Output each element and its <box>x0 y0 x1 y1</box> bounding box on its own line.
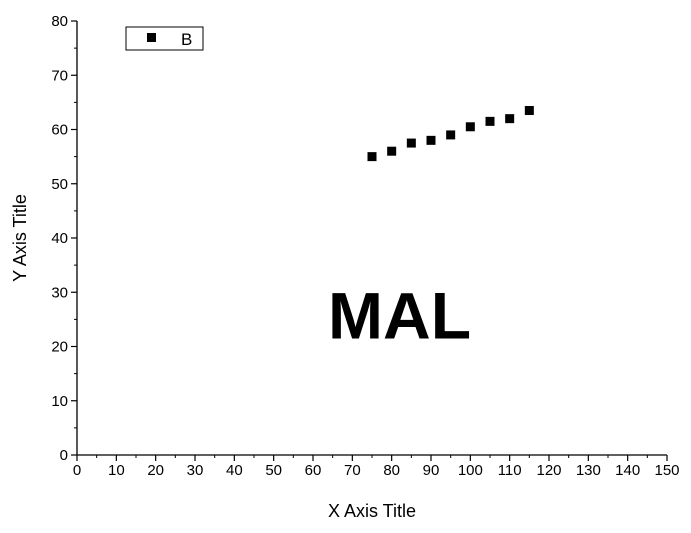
data-points <box>367 106 534 162</box>
y-tick-label: 50 <box>51 176 68 193</box>
x-ticks: 0 10 20 30 40 50 60 70 80 90 100 110 120 130 140 150 <box>73 455 680 479</box>
y-tick-label: 70 <box>51 67 68 84</box>
x-tick-label: 120 <box>536 462 561 479</box>
y-axis-title: Y Axis Title <box>10 194 30 282</box>
y-tick-label: 20 <box>51 339 68 356</box>
y-tick-label: 80 <box>51 13 68 30</box>
x-tick-label: 0 <box>73 462 81 479</box>
x-tick-label: 130 <box>576 462 601 479</box>
data-point <box>505 114 515 124</box>
x-tick-label: 70 <box>344 462 361 479</box>
data-point <box>524 106 534 116</box>
legend-marker-square <box>147 33 156 42</box>
data-point <box>367 152 377 162</box>
legend-box <box>125 26 204 51</box>
x-tick-label: 110 <box>498 462 522 479</box>
annotation-text: MAL <box>328 278 471 352</box>
x-tick-label: 140 <box>615 462 640 479</box>
x-tick-label: 80 <box>383 462 400 479</box>
data-point <box>406 138 416 148</box>
y-tick-label: 40 <box>51 230 68 247</box>
axes <box>76 21 667 456</box>
data-point <box>387 146 397 156</box>
x-tick-label: 30 <box>187 462 204 479</box>
x-tick-label: 60 <box>305 462 322 479</box>
x-tick-label: 10 <box>108 462 125 479</box>
x-tick-label: 100 <box>458 462 483 479</box>
data-point <box>426 135 436 145</box>
y-tick-label: 10 <box>51 393 68 410</box>
y-tick-label: 0 <box>60 447 68 464</box>
y-tick-label: 30 <box>51 284 68 301</box>
x-tick-label: 20 <box>147 462 164 479</box>
legend: B <box>125 26 204 51</box>
x-tick-label: 40 <box>226 462 243 479</box>
x-tick-label: 150 <box>654 462 679 479</box>
x-tick-label: 90 <box>423 462 440 479</box>
y-ticks: 0 10 20 30 40 50 60 70 80 <box>51 13 77 464</box>
data-point <box>485 116 495 126</box>
y-tick-label: 60 <box>51 122 68 139</box>
data-point <box>446 130 456 140</box>
data-point <box>465 122 475 132</box>
x-tick-label: 50 <box>265 462 282 479</box>
x-axis-title: X Axis Title <box>328 501 416 521</box>
legend-label-b: B <box>181 30 192 49</box>
